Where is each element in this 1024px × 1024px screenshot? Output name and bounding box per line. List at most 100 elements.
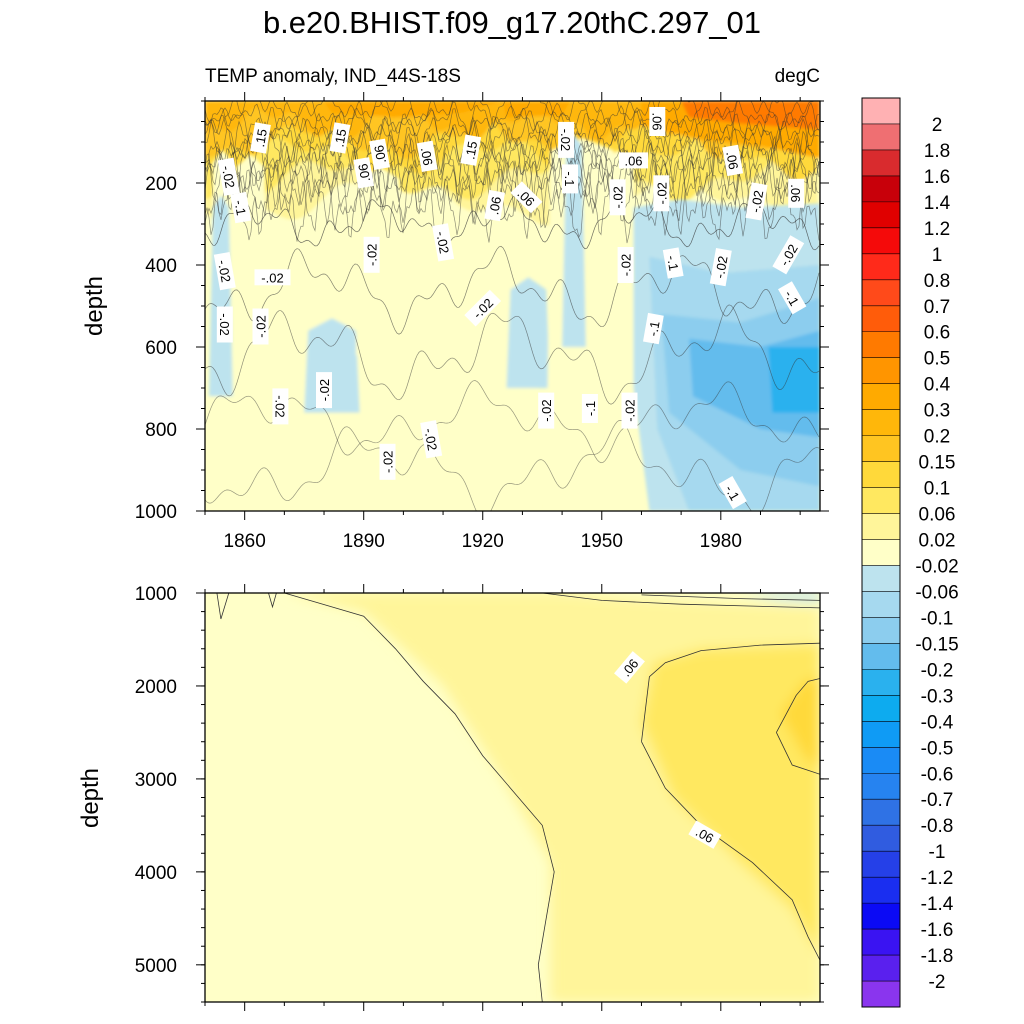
upper-panel: .15.15.06.06.06.15.06.06-.02-.1.06.06-.0… — [81, 92, 829, 552]
colorbar-label: 1.2 — [924, 219, 950, 240]
contour-line — [216, 593, 230, 620]
contour-label-bg — [788, 178, 805, 208]
contour-line — [641, 594, 820, 601]
contour-label-text: -.02 — [272, 395, 287, 417]
colorbar-swatch — [862, 981, 900, 1008]
colorbar-label: 0.8 — [924, 271, 950, 292]
colorbar-label: -0.02 — [915, 556, 958, 577]
colorbar-swatch — [862, 357, 900, 385]
contour-line — [205, 135, 820, 214]
contour-label-text: -.02 — [254, 315, 269, 337]
colorbar-label: 0.06 — [919, 505, 956, 526]
contour-label-bg — [745, 182, 768, 221]
contour-label: -.02 — [216, 306, 233, 343]
contour-label-text: .06 — [371, 144, 389, 164]
contour-line — [205, 245, 820, 335]
contour-line — [641, 642, 820, 742]
contour-label: .06 — [484, 189, 505, 222]
colorbar-label: 0.6 — [924, 323, 950, 344]
contour-label: -.02 — [254, 269, 291, 286]
contour-label-text: .06 — [723, 150, 741, 170]
contour-label-text: .15 — [252, 128, 270, 148]
colorbar-swatch — [862, 383, 900, 411]
contour-label-bg — [778, 281, 807, 315]
colorbar-label: 2 — [932, 115, 943, 136]
y-tick-label: 800 — [145, 420, 177, 441]
cold-body — [768, 347, 820, 413]
colorbar-swatch — [862, 591, 900, 618]
lower-fill-layer — [284, 593, 820, 1002]
contour-line — [205, 304, 820, 405]
y-tick-label: 1000 — [135, 502, 177, 523]
contour-label-bg — [538, 392, 555, 429]
contour-line — [205, 112, 820, 172]
contour-label-bg — [420, 420, 443, 459]
colorbar-swatch — [862, 669, 900, 696]
contour-label-text: .06 — [418, 146, 436, 166]
contour-label-text: -.1 — [583, 401, 598, 416]
contour-label: -.1 — [562, 164, 578, 194]
contour-line — [205, 101, 820, 140]
contour-label: .15 — [329, 122, 351, 154]
colorbar-label: -2 — [929, 972, 946, 993]
colorbar-swatch — [862, 825, 900, 852]
colorbar-swatch — [862, 617, 900, 644]
contour-label-text: .15 — [462, 140, 480, 160]
lower-panel: .06.06 1000 2000 3000 4000 5000 depth — [77, 584, 829, 1011]
colorbar-label: 1 — [932, 245, 943, 266]
lower-axes: 1000 2000 3000 4000 5000 — [135, 584, 829, 1011]
contour-label-text: -.02 — [261, 270, 283, 285]
warm-cap — [502, 101, 570, 118]
colorbar-swatch — [862, 123, 900, 151]
contour-label-bg — [649, 107, 666, 136]
contour-label-bg — [329, 122, 351, 154]
contour-label-bg — [316, 372, 332, 409]
colorbar-swatch — [862, 279, 900, 307]
contour-label-text: .15 — [331, 128, 349, 148]
contour-label-text: -.02 — [558, 129, 573, 151]
colorbar-label: 1.6 — [924, 167, 950, 188]
colorbar-swatch — [862, 201, 900, 229]
contour-label: -.02 — [272, 388, 289, 425]
upper-contour-labels: .15.15.06.06.06.15.06.06-.02-.1.06.06-.0… — [213, 107, 807, 510]
contour-label-text: -.1 — [781, 288, 802, 309]
contour-label-bg — [562, 164, 578, 194]
colorbar-swatch — [862, 435, 900, 462]
colorbar-swatch — [862, 409, 900, 437]
warm-region — [780, 676, 820, 770]
contour-label: -.1 — [662, 247, 684, 279]
contour-label-bg — [510, 181, 543, 214]
colorbar-label: -0.5 — [921, 738, 954, 759]
colorbar-label: -0.8 — [921, 816, 954, 837]
contour-line — [205, 125, 820, 192]
contour-label: -.02 — [558, 121, 575, 158]
colorbar-swatch — [862, 227, 900, 255]
colorbar-label: -0.3 — [921, 686, 954, 707]
colorbar-swatch — [862, 929, 900, 956]
colorbar-swatch — [862, 877, 900, 904]
contour-label-bg — [722, 144, 744, 177]
x-tick-label: 1980 — [700, 531, 742, 552]
cold-region — [562, 593, 820, 607]
warm-cap — [324, 101, 503, 118]
contour-label-bg — [464, 289, 502, 327]
colorbar-swatch — [862, 565, 900, 592]
colorbar-swatch — [862, 695, 900, 722]
lower-contour-fill — [284, 593, 820, 1002]
contour-label-bg — [617, 247, 634, 283]
contour-label-text: -.02 — [619, 254, 634, 276]
colorbar-label: 0.3 — [924, 401, 950, 422]
contour-label-bg — [369, 138, 390, 170]
contour-label-text: -.02 — [654, 182, 669, 204]
colorbar-swatch — [862, 98, 900, 125]
contour-label-text: -.02 — [539, 399, 554, 421]
contour-line — [776, 678, 820, 733]
contour-label: -.02 — [252, 308, 269, 345]
contour-label-bg — [217, 157, 240, 196]
contour-label: .06 — [416, 140, 438, 172]
colorbar-swatch — [862, 851, 900, 878]
colorbar-label: 0.1 — [924, 479, 950, 500]
contour-label-bg — [558, 121, 575, 158]
colorbar-label: -0.4 — [921, 712, 954, 733]
lower-contour-lines — [216, 593, 820, 1002]
